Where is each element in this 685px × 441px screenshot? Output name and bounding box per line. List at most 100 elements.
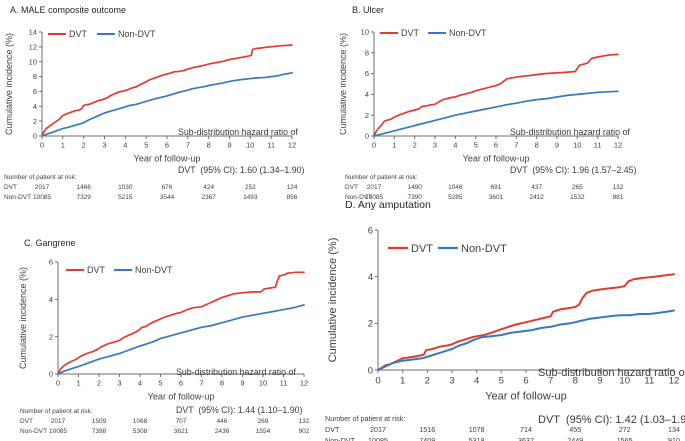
y-axis-label: Cumulative incidence (%) [327,238,339,363]
svg-text:12: 12 [614,141,622,150]
panel-title: C. Gangrene [24,238,76,248]
y-tick-labels: 0 2 4 6 [49,258,53,379]
risk-row-dvt: DVT 2017 1490 1046 691 437 265 132 [340,184,685,194]
svg-text:4: 4 [368,272,373,283]
svg-text:8: 8 [573,376,578,387]
svg-text:1: 1 [392,141,396,150]
svg-text:8: 8 [220,379,224,388]
risk-table-label: Number of patient at risk: [4,174,77,181]
risk-value: 3601 [488,194,504,201]
legend: DVT Non-DVT [48,29,156,39]
risk-row-name: Non-DVT [20,428,48,435]
svg-text:11: 11 [280,379,288,388]
risk-value: 10085 [32,194,52,201]
risk-value: 2017 [34,184,50,191]
axes [375,229,675,373]
risk-row-dvt: DVT 2017 1509 1068 707 446 269 132 [16,418,352,428]
legend-dvt-label: DVT [401,28,420,38]
risk-row-name: DVT [345,184,358,191]
x-axis-label: Year of follow-up [485,391,567,403]
svg-text:7: 7 [199,379,203,388]
risk-row-non-dvt: Non-DVT 10085 7409 5318 3637 2449 1565 910 [320,436,685,441]
svg-text:6: 6 [165,141,169,150]
panel-ulcer: B. Ulcer 0 2 4 6 8 10 0 1 2 3 4 5 6 7 8 9 10 11 12 Year of … [338,2,685,216]
hazard-ratio-annotation: Sub-distribution hazard ratio of DVT (95… [176,341,302,441]
risk-row-non-dvt: Non-DVT 10085 7329 5215 3544 2367 1493 856 [2,194,338,204]
series-line-dvt [377,273,675,371]
svg-text:7: 7 [548,376,553,387]
risk-table-label: Number of patient at risk: [345,174,418,181]
svg-text:6: 6 [494,141,498,150]
svg-text:3: 3 [449,376,454,387]
svg-text:2: 2 [82,141,86,150]
x-tick-labels: 0 1 2 3 4 5 6 7 8 9 10 11 12 [375,376,679,387]
panel-any-amputation: D. Any amputation 0 2 4 6 0 1 2 3 4 5 6 7 8 9 10 11 12 Ye… [320,196,685,441]
svg-text:3: 3 [433,141,437,150]
risk-value: 1078 [468,425,485,434]
panel-male-composite-outcome: A. MALE composite outcome 0 2 4 6 8 10 12 14 0 1 2… [2,2,338,216]
risk-value: 676 [161,184,173,191]
risk-value: 455 [569,425,582,434]
risk-value: 1516 [419,425,436,434]
risk-value: 2436 [214,428,230,435]
risk-value: 1493 [243,194,258,201]
svg-text:12: 12 [669,376,680,387]
risk-value: 3544 [159,194,175,201]
svg-text:5: 5 [158,379,162,388]
risk-row-non-dvt: Non-DVT 10085 7398 5308 3621 2436 1554 902 [16,428,352,438]
panel-gangrene: C. Gangrene 0 2 4 6 0 1 2 3 4 5 6 7 8 9 10 11 12 Year of … [16,230,352,440]
svg-text:0: 0 [40,141,44,150]
svg-text:11: 11 [594,141,602,150]
legend-nondvt-label: Non-DVT [449,28,487,38]
svg-text:2: 2 [49,332,53,341]
y-tick-labels: 0 2 4 6 [368,225,373,376]
risk-value: 1509 [91,418,107,425]
x-tick-labels: 0 1 2 3 4 5 6 7 8 9 10 11 12 [40,141,296,150]
risk-value: 1554 [255,428,271,435]
cumulative-incidence-chart: 0 2 4 6 0 1 2 3 4 5 6 7 8 9 10 11 12 Year of follow-up Cum… [16,256,352,411]
annotation-line2: DVT (95% CI): 1.96 (1.57–2.45) [510,164,637,175]
risk-value: 2412 [529,194,544,201]
svg-text:12: 12 [288,141,296,150]
series-line-non-dvt [41,72,293,137]
svg-text:1: 1 [76,379,80,388]
svg-text:2: 2 [97,379,101,388]
risk-row-name: DVT [325,425,340,434]
hazard-ratio-annotation: Sub-distribution hazard ratio of DVT (95… [538,335,685,441]
svg-text:2: 2 [425,376,430,387]
svg-text:4: 4 [474,376,479,387]
risk-value: 1490 [407,184,422,191]
risk-value: 272 [618,425,631,434]
series-line-dvt [57,271,305,375]
svg-text:1: 1 [400,376,405,387]
risk-value: 132 [612,184,624,191]
risk-value: 2017 [366,184,382,191]
series-line-non-dvt [57,304,305,375]
y-tick-labels: 0 2 4 6 8 10 12 14 [29,28,37,141]
risk-value: 424 [203,184,215,191]
svg-text:5: 5 [144,141,148,150]
cumulative-incidence-chart: 0 2 4 6 0 1 2 3 4 5 6 7 8 9 10 11 12 Year of follow-up Cum… [320,216,684,419]
risk-row-name: Non-DVT [345,194,373,201]
svg-text:6: 6 [49,258,53,267]
risk-value: 252 [244,184,256,191]
risk-value: 7329 [76,194,91,201]
risk-value: 7390 [407,194,422,201]
svg-text:11: 11 [267,141,275,150]
legend: DVT Non-DVT [66,265,173,275]
risk-value: 5215 [118,194,133,201]
legend-dvt-label: DVT [87,265,106,275]
y-axis-label: Cumulative incidence (%) [4,33,14,135]
legend: DVT Non-DVT [388,243,507,255]
svg-text:10: 10 [573,141,581,150]
legend-dvt-label: DVT [69,29,88,39]
series-line-dvt [373,53,619,137]
annotation-line2: DVT (95% CI): 1.60 (1.34–1.90) [178,164,305,175]
risk-value: 5285 [448,194,463,201]
svg-text:4: 4 [49,295,53,304]
svg-text:6: 6 [365,69,369,78]
